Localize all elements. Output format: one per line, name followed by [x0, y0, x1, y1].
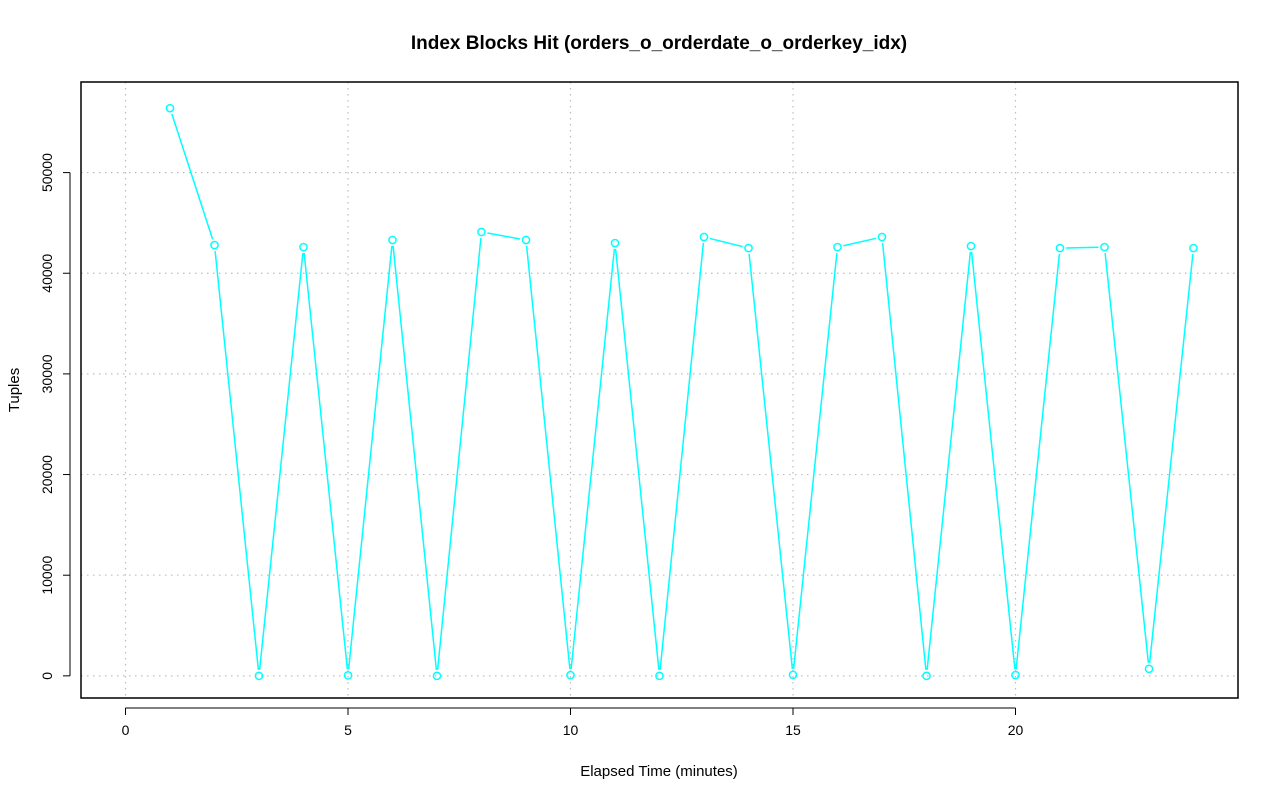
data-point [1055, 243, 1065, 253]
data-point [521, 235, 531, 245]
series-line-segment [970, 251, 1016, 670]
data-point [744, 243, 753, 253]
data-point [165, 103, 175, 113]
series-line-segment [392, 245, 438, 670]
data-point [1189, 243, 1198, 253]
series-line-segment [926, 251, 972, 670]
x-tick-label: 5 [344, 722, 352, 738]
data-point [566, 670, 575, 680]
plot-frame [80, 81, 1239, 699]
y-tick-label: 10000 [39, 556, 55, 595]
series-line-segment [881, 242, 927, 670]
data-point [877, 232, 887, 242]
data-point [343, 671, 353, 680]
data-point [610, 238, 620, 248]
grid [81, 82, 1238, 698]
data-point [788, 670, 798, 680]
series-layer [165, 103, 1198, 681]
x-tick-label: 20 [1008, 722, 1024, 738]
data-point [210, 240, 219, 250]
data-point [432, 671, 442, 681]
series-line-segment [258, 252, 304, 670]
series-line-segment [171, 113, 214, 240]
series-line-segment [1104, 252, 1150, 663]
series-line-segment [792, 252, 838, 669]
x-tick-label: 10 [563, 722, 579, 738]
data-series [165, 103, 1198, 681]
data-point [477, 227, 486, 237]
series-line-segment [570, 248, 616, 670]
series-line-segment [487, 232, 521, 240]
y-tick-label: 50000 [39, 153, 55, 192]
series-line-segment [1015, 253, 1061, 670]
series-line-segment [614, 248, 660, 670]
series-line-segment [303, 252, 349, 670]
data-point [833, 242, 842, 252]
series-line-segment [1065, 246, 1099, 249]
y-tick-label: 0 [39, 672, 55, 680]
series-line-segment [709, 237, 743, 248]
x-axis-label: Elapsed Time (minutes) [580, 763, 738, 780]
y-axis-label: Tuples [6, 368, 23, 412]
data-point [1100, 242, 1109, 252]
data-point [699, 232, 709, 242]
data-point [922, 671, 931, 681]
series-line-segment [525, 245, 571, 670]
data-point [655, 671, 664, 681]
data-point [254, 671, 264, 681]
series-line-segment [748, 253, 794, 669]
data-point [1011, 670, 1020, 680]
data-point [388, 235, 397, 245]
series-line-segment [843, 237, 877, 247]
axes: 0 5 10 15 20 0 10000 20000 30000 40000 50000 [39, 153, 1023, 738]
y-tick-label: 30000 [39, 354, 55, 393]
data-point [966, 241, 976, 251]
y-tick-label: 20000 [39, 455, 55, 494]
series-line-segment [347, 245, 393, 670]
chart-title: Index Blocks Hit (orders_o_orderdate_o_o… [411, 33, 907, 54]
series-line-segment [436, 237, 482, 670]
series-line-segment [214, 250, 260, 670]
data-point [299, 242, 308, 252]
series-line-segment [659, 242, 705, 670]
series-line-segment [1148, 253, 1194, 663]
y-tick-label: 40000 [39, 254, 55, 293]
data-point [1144, 664, 1154, 674]
x-tick-label: 15 [785, 722, 801, 738]
x-tick-label: 0 [122, 722, 130, 738]
